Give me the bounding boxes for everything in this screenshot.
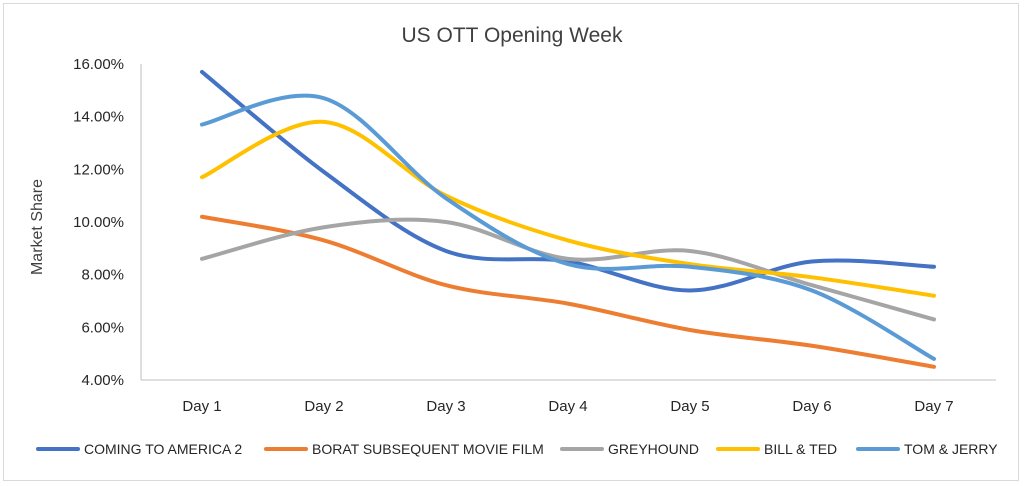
y-tick-label: 10.00% xyxy=(73,214,124,231)
series-line xyxy=(200,217,936,322)
legend: COMING TO AMERICA 2 BORAT SUBSEQUENT MOVI… xyxy=(36,441,998,457)
x-tick-label: Day 6 xyxy=(792,398,831,415)
y-tick-label: 12.00% xyxy=(73,161,124,178)
x-tick-label: Day 1 xyxy=(182,398,221,415)
x-tick-label: Day 7 xyxy=(914,398,953,415)
x-tick-label: Day 4 xyxy=(548,398,587,415)
x-tick-labels: Day 1 Day 2 Day 3 Day 4 Day 5 Day 6 Day 7 xyxy=(182,398,953,415)
series-lines xyxy=(200,69,936,369)
x-tick-label: Day 2 xyxy=(304,398,343,415)
y-axis-label: Market Share xyxy=(29,179,46,275)
y-tick-label: 4.00% xyxy=(81,372,124,389)
y-tick-label: 16.00% xyxy=(73,56,124,73)
legend-label: BILL & TED xyxy=(764,441,837,457)
y-tick-labels: 4.00% 6.00% 8.00% 10.00% 12.00% 14.00% 16.00% xyxy=(73,56,124,389)
series-line xyxy=(200,119,936,298)
y-tick-label: 14.00% xyxy=(73,109,124,126)
legend-label: TOM & JERRY xyxy=(904,441,998,457)
series-line xyxy=(200,214,936,369)
legend-label: BORAT SUBSEQUENT MOVIE FILM xyxy=(312,441,544,457)
series-line xyxy=(200,69,936,293)
legend-label: COMING TO AMERICA 2 xyxy=(84,441,242,457)
x-tick-label: Day 5 xyxy=(670,398,709,415)
series-line xyxy=(200,93,936,361)
chart-title: US OTT Opening Week xyxy=(402,24,623,47)
x-tick-label: Day 3 xyxy=(426,398,465,415)
legend-label: GREYHOUND xyxy=(608,441,699,457)
y-tick-label: 8.00% xyxy=(81,267,124,284)
y-tick-label: 6.00% xyxy=(81,319,124,336)
